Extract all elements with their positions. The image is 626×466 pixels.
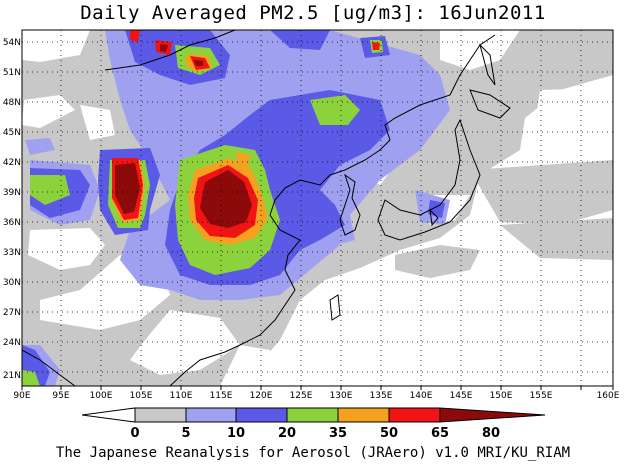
lon-label: 120E <box>250 391 273 401</box>
lon-label: 100E <box>90 391 113 401</box>
colorbar-segment-10-20 <box>185 407 237 423</box>
lon-label: 115E <box>210 391 233 401</box>
concentration-field <box>22 30 613 386</box>
lat-label: 33N <box>3 248 21 258</box>
lat-label: 54N <box>3 38 21 48</box>
map-title: Daily Averaged PM2.5 [ug/m3]: 16Jun2011 <box>80 2 546 24</box>
lon-label: 160E <box>597 391 620 401</box>
lat-label: 36N <box>3 218 21 228</box>
lat-label: 24N <box>3 338 21 348</box>
coastlines <box>22 30 511 386</box>
longitude-labels: 90E 95E 100E 105E 110E 115E 120E 125E 13… <box>13 391 619 401</box>
lat-label: 39N <box>3 188 21 198</box>
colorbar-segment-20-35 <box>235 407 288 423</box>
colorbar <box>81 407 546 423</box>
lon-label: 155E <box>530 391 553 401</box>
footer-credit: The Japanese Reanalysis for Aerosol (JRA… <box>55 445 571 461</box>
colorbar-label: 65 <box>431 426 449 441</box>
colorbar-low-arrow <box>81 407 136 423</box>
colorbar-segment-50-65 <box>337 407 390 423</box>
lon-label: 90E <box>13 391 30 401</box>
colorbar-segment-65-80 <box>388 407 441 423</box>
lon-label: 150E <box>490 391 513 401</box>
lon-label: 105E <box>130 391 153 401</box>
lon-label: 135E <box>370 391 393 401</box>
colorbar-segment-5-10 <box>134 407 187 423</box>
lon-label: 145E <box>450 391 473 401</box>
map-frame <box>21 29 614 387</box>
lon-label: 140E <box>410 391 433 401</box>
lat-label: 21N <box>3 371 21 381</box>
colorbar-labels: 0 5 10 20 35 50 65 80 <box>130 426 500 441</box>
lon-label: 130E <box>330 391 353 401</box>
colorbar-label: 80 <box>482 426 500 441</box>
colorbar-label: 20 <box>278 426 296 441</box>
colorbar-segment-35-50 <box>286 407 339 423</box>
axis-ticks <box>21 386 614 390</box>
colorbar-label: 50 <box>380 426 398 441</box>
lat-label: 51N <box>3 68 21 78</box>
colorbar-high-arrow <box>439 407 546 423</box>
lon-label: 125E <box>290 391 313 401</box>
lat-label: 27N <box>3 308 21 318</box>
lat-lon-grid <box>22 30 613 386</box>
lat-label: 30N <box>3 278 21 288</box>
lat-label: 45N <box>3 128 21 138</box>
colorbar-label: 5 <box>181 426 190 441</box>
colorbar-label: 10 <box>227 426 245 441</box>
lon-label: 95E <box>52 391 69 401</box>
colorbar-label: 0 <box>130 426 139 441</box>
lat-label: 42N <box>3 158 21 168</box>
lon-label: 110E <box>170 391 193 401</box>
colorbar-label: 35 <box>329 426 347 441</box>
lat-label: 48N <box>3 98 21 108</box>
latitude-labels: 54N 51N 48N 45N 42N 39N 36N 33N 30N 27N … <box>3 38 21 381</box>
layer-80-plus <box>115 44 252 228</box>
